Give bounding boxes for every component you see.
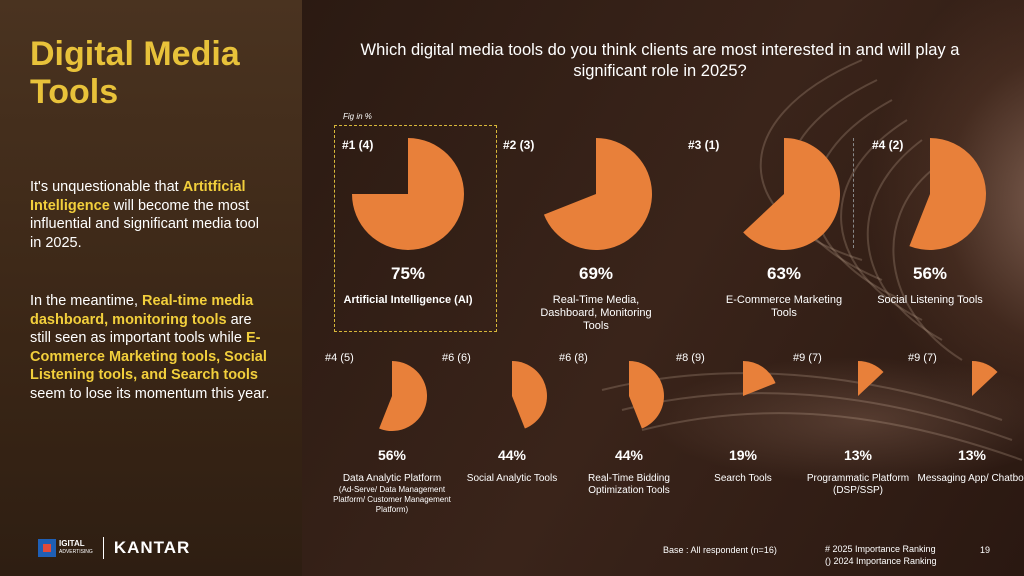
page-title: Digital Media Tools [30,35,240,111]
pie-slice [543,138,652,250]
rank-label: #6 (8) [559,352,588,364]
logo-brand-text: IGITAL [59,539,85,548]
pie-chart [352,138,464,250]
category-label-text: Data Analytic Platform [342,473,442,484]
ranking-2024-legend: () 2024 Importance Ranking [825,556,937,566]
ranking-2025-legend: # 2025 Importance Ranking [825,544,936,554]
page-number: 19 [980,545,991,555]
detail-paragraph: In the meantime, Real-time media dashboa… [30,292,270,403]
logo-divider [102,537,104,559]
value-label: 75% [390,264,426,283]
category-label-text: Social Listening Tools [877,294,983,306]
body-text: It's unquestionable that [30,179,183,195]
pie-chart [512,361,547,429]
pie-slice [629,361,664,429]
pie-slice [909,138,986,250]
value-label: 44% [497,447,527,463]
pie-slice [972,361,998,396]
rank-label: #9 (7) [793,352,822,364]
body-text: In the meantime, [30,293,143,309]
left-panel [0,0,302,576]
highlight-text: E-Commerce Marketing tools, Social Liste… [30,330,267,383]
pie-slice [858,361,884,396]
body-text: will become the most influential and sig… [30,197,259,251]
rank-label: #4 (5) [325,352,354,364]
category-label: Real-Time Media, Dashboard, Monitoring T… [531,294,661,333]
separator-line [853,138,854,248]
value-label: 56% [912,264,948,283]
category-label-text: Social Analytic Tools [466,473,558,484]
pie-chart [629,361,664,429]
category-label: Real-Time Bidding Optimization Tools [564,473,694,497]
category-label-text: Search Tools [714,473,772,484]
category-label: Messaging App/ Chatbot [907,473,1024,485]
rank-label: #6 (6) [442,352,471,364]
pie-chart [972,361,998,396]
pie-chart [743,361,776,396]
pie-slice [379,361,428,431]
swirl-decoration [601,59,1023,461]
category-label: Programmatic Platform (DSP/SSP) [793,473,923,497]
body-text: seem to lose its momentum this year. [30,385,270,402]
category-label-text: Programmatic Platform (DSP/SSP) [806,473,910,496]
chart-question: Which digital media tools do you think c… [360,41,960,80]
highlight-box [334,125,497,332]
background-swirl-image [302,0,1024,576]
value-label: 44% [614,447,644,463]
pie-slice [352,138,464,250]
pie-slice [743,361,776,396]
value-label: 13% [957,447,987,463]
value-label: 13% [843,447,873,463]
pie-chart [909,138,986,250]
value-label: 69% [578,264,614,283]
pie-chart [379,361,428,431]
kantar-logo: KANTAR [113,538,191,557]
value-label: 19% [728,447,758,463]
value-label: 63% [766,264,802,283]
category-label-text: Messaging App/ Chatbot [917,473,1024,484]
logo-brand-subtext: ADVERTISING [59,549,93,555]
rank-label: #9 (7) [908,352,937,364]
pie-chart [858,361,884,396]
highlight-text: Artitficial Intelligence [30,179,246,214]
ranking-legend: # 2025 Importance Ranking () 2024 Import… [825,543,937,567]
digital-advertising-logo-icon [38,539,56,557]
category-label-text: Real-Time Media, Dashboard, Monitoring T… [540,294,652,332]
pie-slice [743,138,841,250]
rank-label: #2 (3) [503,138,535,152]
base-note: Base : All respondent (n=16) [663,545,777,555]
rank-label: #8 (9) [676,352,705,364]
value-label: 56% [377,447,407,463]
rank-label: #3 (1) [688,138,720,152]
rank-label: #1 (4) [342,138,374,152]
figure-note: Fig in % [343,112,372,121]
intro-paragraph: It's unquestionable that Artitficial Int… [30,178,270,252]
category-label: Data Analytic Platform (Ad-Serve/ Data Ma… [327,473,457,515]
category-label-text: E-Commerce Marketing Tools [725,294,843,319]
category-label: Social Analytic Tools [447,473,577,485]
category-label: E-Commerce Marketing Tools [719,294,849,320]
rank-label: #4 (2) [872,138,904,152]
category-sublabel: (Ad-Serve/ Data Management Platform/ Cus… [333,485,451,514]
highlight-text: Real-time media dashboard, monitoring to… [30,293,254,328]
pie-chart [743,138,841,250]
logo-area: IGITAL ADVERTISING KANTAR [38,536,190,560]
category-label: Social Listening Tools [865,294,995,307]
pie-slice [512,361,547,429]
category-label: Artificial Intelligence (AI) [343,294,473,307]
category-label-text: Artificial Intelligence (AI) [343,294,473,306]
category-label-text: Real-Time Bidding Optimization Tools [588,473,670,496]
pie-chart [543,138,652,250]
category-label: Search Tools [678,473,808,485]
body-text: are still seen as important tools while [30,311,252,347]
